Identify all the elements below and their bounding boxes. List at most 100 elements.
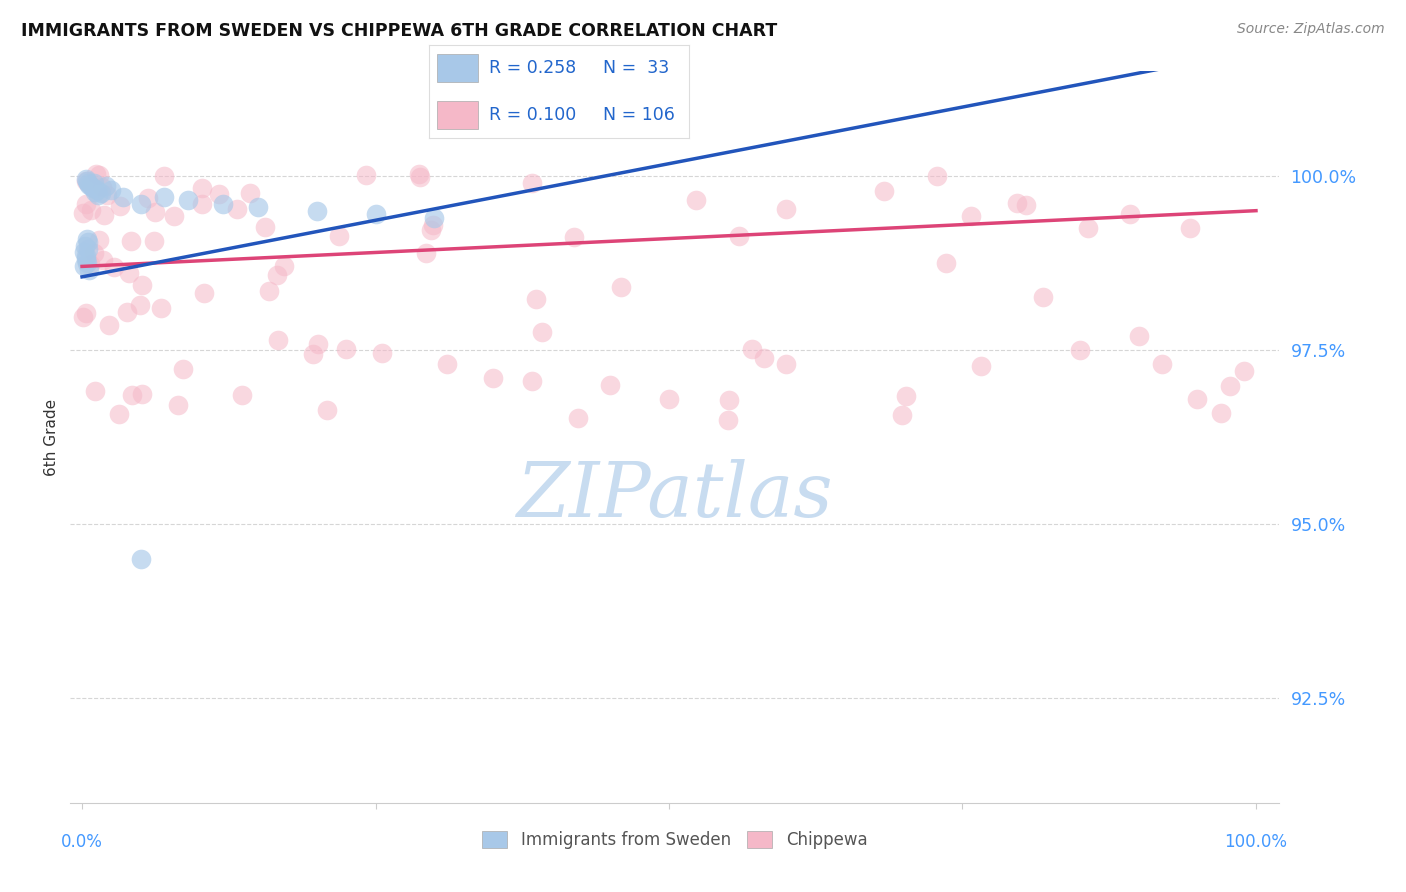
Point — [136, 191, 159, 205]
Point — [1014, 198, 1036, 212]
Point — [112, 190, 135, 204]
Point — [142, 235, 165, 249]
Point — [72, 310, 94, 324]
Point — [610, 280, 633, 294]
Point — [163, 209, 186, 223]
Text: N = 106: N = 106 — [603, 106, 675, 124]
Point — [1032, 290, 1054, 304]
Point — [231, 388, 253, 402]
Point — [1152, 357, 1174, 371]
Point — [75, 306, 97, 320]
Point — [364, 207, 387, 221]
Point — [266, 333, 288, 347]
Point — [371, 346, 394, 360]
Point — [305, 203, 328, 218]
Point — [302, 346, 325, 360]
Point — [1209, 406, 1232, 420]
Text: ZIPatlas: ZIPatlas — [516, 458, 834, 533]
Point — [131, 277, 153, 292]
Point — [935, 255, 957, 269]
Point — [890, 409, 912, 423]
Point — [1077, 220, 1099, 235]
Text: R = 0.100: R = 0.100 — [489, 106, 576, 124]
Point — [96, 188, 118, 202]
Point — [84, 384, 107, 398]
Text: R = 0.258: R = 0.258 — [489, 59, 576, 77]
Point — [482, 371, 505, 385]
Point — [153, 169, 176, 184]
Point — [75, 174, 97, 188]
Point — [409, 170, 432, 185]
Point — [970, 359, 993, 373]
Point — [87, 233, 110, 247]
Point — [75, 252, 97, 267]
Point — [76, 256, 98, 270]
Point — [75, 197, 97, 211]
Point — [420, 223, 443, 237]
Text: IMMIGRANTS FROM SWEDEN VS CHIPPEWA 6TH GRADE CORRELATION CHART: IMMIGRANTS FROM SWEDEN VS CHIPPEWA 6TH G… — [21, 22, 778, 40]
Point — [150, 301, 173, 315]
Point — [273, 259, 295, 273]
Point — [254, 219, 277, 234]
Point — [75, 172, 97, 186]
Point — [335, 343, 357, 357]
Point — [83, 176, 105, 190]
Point — [172, 361, 194, 376]
Point — [1005, 195, 1028, 210]
Point — [84, 185, 107, 199]
Point — [422, 218, 444, 232]
Point — [1069, 343, 1091, 357]
Point — [307, 336, 329, 351]
Text: 100.0%: 100.0% — [1225, 833, 1288, 851]
Point — [190, 180, 212, 194]
Point — [599, 377, 621, 392]
Point — [73, 245, 96, 260]
Point — [129, 298, 152, 312]
Text: Source: ZipAtlas.com: Source: ZipAtlas.com — [1237, 22, 1385, 37]
Point — [77, 178, 100, 192]
Point — [93, 208, 115, 222]
Point — [79, 257, 101, 271]
Point — [212, 196, 235, 211]
Bar — [437, 101, 478, 129]
Point — [153, 190, 176, 204]
Point — [658, 392, 681, 406]
Point — [83, 246, 105, 260]
Point — [129, 552, 152, 566]
Point — [77, 263, 100, 277]
Point — [110, 199, 132, 213]
Point — [728, 229, 751, 244]
Point — [524, 293, 547, 307]
Point — [120, 234, 142, 248]
Point — [1187, 392, 1209, 406]
Point — [91, 179, 114, 194]
Point — [86, 183, 108, 197]
Point — [1128, 329, 1150, 343]
Point — [75, 249, 97, 263]
Point — [225, 202, 247, 217]
Point — [354, 168, 377, 182]
Point — [84, 167, 107, 181]
Point — [76, 174, 98, 188]
Point — [176, 193, 198, 207]
Point — [436, 357, 458, 371]
Point — [80, 202, 103, 217]
Point — [191, 196, 214, 211]
Point — [717, 412, 740, 426]
Point — [90, 186, 112, 201]
Point — [567, 411, 589, 425]
Point — [77, 242, 100, 256]
Point — [108, 407, 131, 421]
Point — [76, 231, 98, 245]
Point — [247, 200, 270, 214]
Point — [239, 186, 262, 200]
Point — [741, 342, 763, 356]
Point — [103, 260, 125, 274]
Point — [80, 179, 103, 194]
Point — [129, 196, 152, 211]
Point — [82, 181, 104, 195]
Point — [87, 188, 110, 202]
Point — [89, 168, 111, 182]
Point — [100, 183, 122, 197]
Point — [77, 235, 100, 249]
